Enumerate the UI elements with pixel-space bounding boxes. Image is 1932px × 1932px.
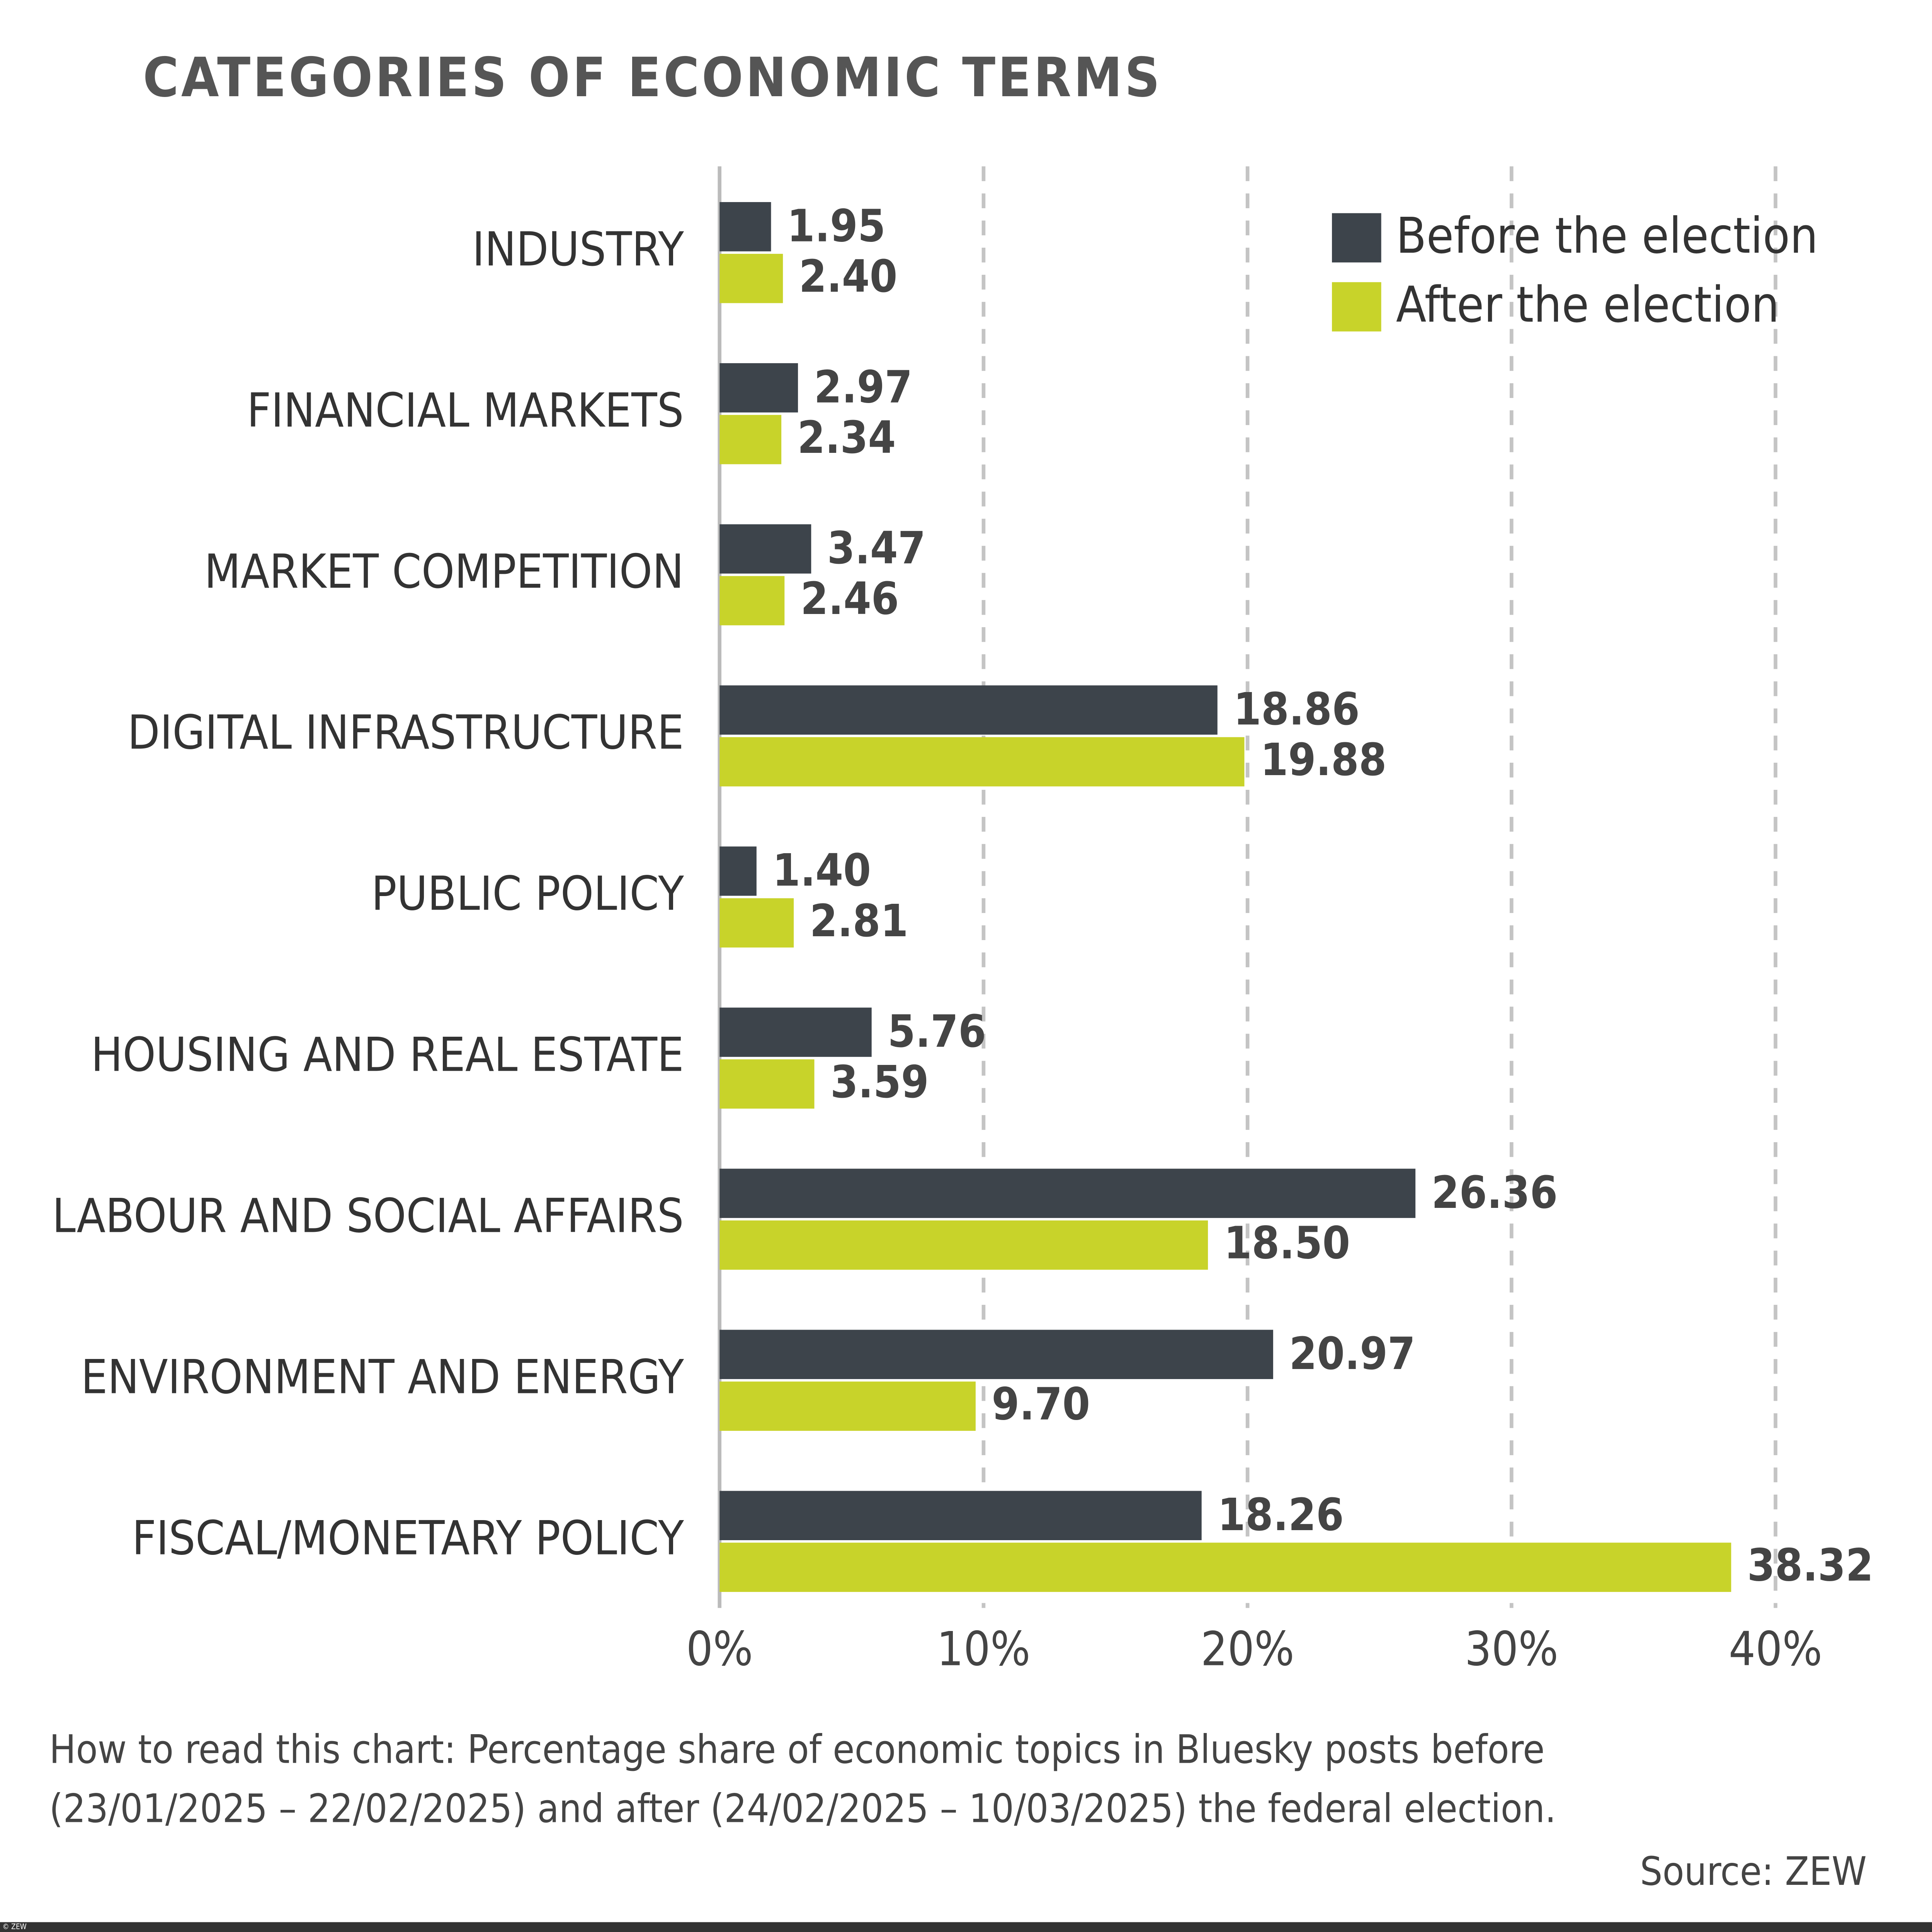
value-label: 2.97	[814, 361, 913, 413]
x-tick-label: 30%	[1465, 1622, 1558, 1676]
value-label: 19.88	[1260, 734, 1387, 786]
bar	[719, 898, 794, 948]
y-tick-label: FINANCIAL MARKETS	[247, 383, 684, 438]
bar	[719, 1059, 815, 1109]
value-label: 9.70	[992, 1379, 1090, 1430]
value-label: 2.46	[801, 573, 899, 625]
value-label: 38.32	[1747, 1540, 1874, 1592]
y-tick-label: MARKET COMPETITION	[204, 544, 684, 599]
value-label: 1.40	[772, 845, 871, 896]
bar	[719, 1168, 1416, 1218]
y-tick-label: FISCAL/MONETARY POLICY	[132, 1511, 684, 1565]
legend-swatch	[1332, 282, 1381, 332]
source: Source: ZEW	[1640, 1849, 1867, 1895]
value-label: 3.59	[830, 1056, 929, 1108]
bar	[719, 846, 757, 896]
value-label: 2.34	[798, 412, 896, 464]
bar	[719, 363, 798, 413]
bar	[719, 524, 811, 574]
x-tick-label: 0%	[686, 1622, 753, 1676]
bar	[719, 1220, 1208, 1270]
x-tick-label: 20%	[1201, 1622, 1294, 1676]
bar	[719, 415, 782, 464]
bar	[719, 1491, 1202, 1540]
y-tick-label: HOUSING AND REAL ESTATE	[91, 1028, 684, 1082]
value-label: 3.47	[827, 522, 926, 574]
value-label: 20.97	[1289, 1328, 1415, 1380]
footer-bar	[0, 1922, 1932, 1932]
y-tick-label: PUBLIC POLICY	[371, 867, 684, 921]
value-label: 2.81	[810, 895, 908, 947]
x-tick-label: 10%	[937, 1622, 1030, 1676]
legend-label: After the election	[1396, 276, 1779, 333]
value-label: 5.76	[888, 1006, 986, 1058]
x-tick-label: 40%	[1729, 1622, 1822, 1676]
note: (23/01/2025 – 22/02/2025) and after (24/…	[49, 1786, 1556, 1832]
copyright: © ZEW	[2, 1922, 26, 1931]
value-label: 2.40	[799, 251, 898, 303]
y-tick-label: LABOUR AND SOCIAL AFFAIRS	[52, 1189, 684, 1243]
note: How to read this chart: Percentage share…	[49, 1726, 1545, 1772]
value-label: 18.86	[1233, 684, 1360, 735]
bar	[719, 1330, 1273, 1379]
value-label: 26.36	[1432, 1167, 1558, 1219]
value-label: 18.50	[1224, 1218, 1350, 1269]
bar	[719, 1543, 1731, 1592]
value-label: 1.95	[787, 200, 886, 252]
bar	[719, 685, 1218, 735]
legend-swatch	[1332, 213, 1381, 263]
bar	[719, 202, 771, 252]
y-tick-label: DIGITAL INFRASTRUCTURE	[128, 706, 684, 760]
legend-label: Before the election	[1396, 207, 1818, 265]
y-tick-label: INDUSTRY	[472, 222, 684, 277]
bar	[719, 576, 785, 626]
bar	[719, 1381, 976, 1431]
chart-title: CATEGORIES OF ECONOMIC TERMS	[143, 46, 1162, 109]
y-tick-label: ENVIRONMENT AND ENERGY	[81, 1350, 684, 1404]
bar	[719, 1007, 872, 1057]
bar	[719, 737, 1245, 787]
bar	[719, 253, 783, 303]
value-label: 18.26	[1218, 1489, 1344, 1541]
